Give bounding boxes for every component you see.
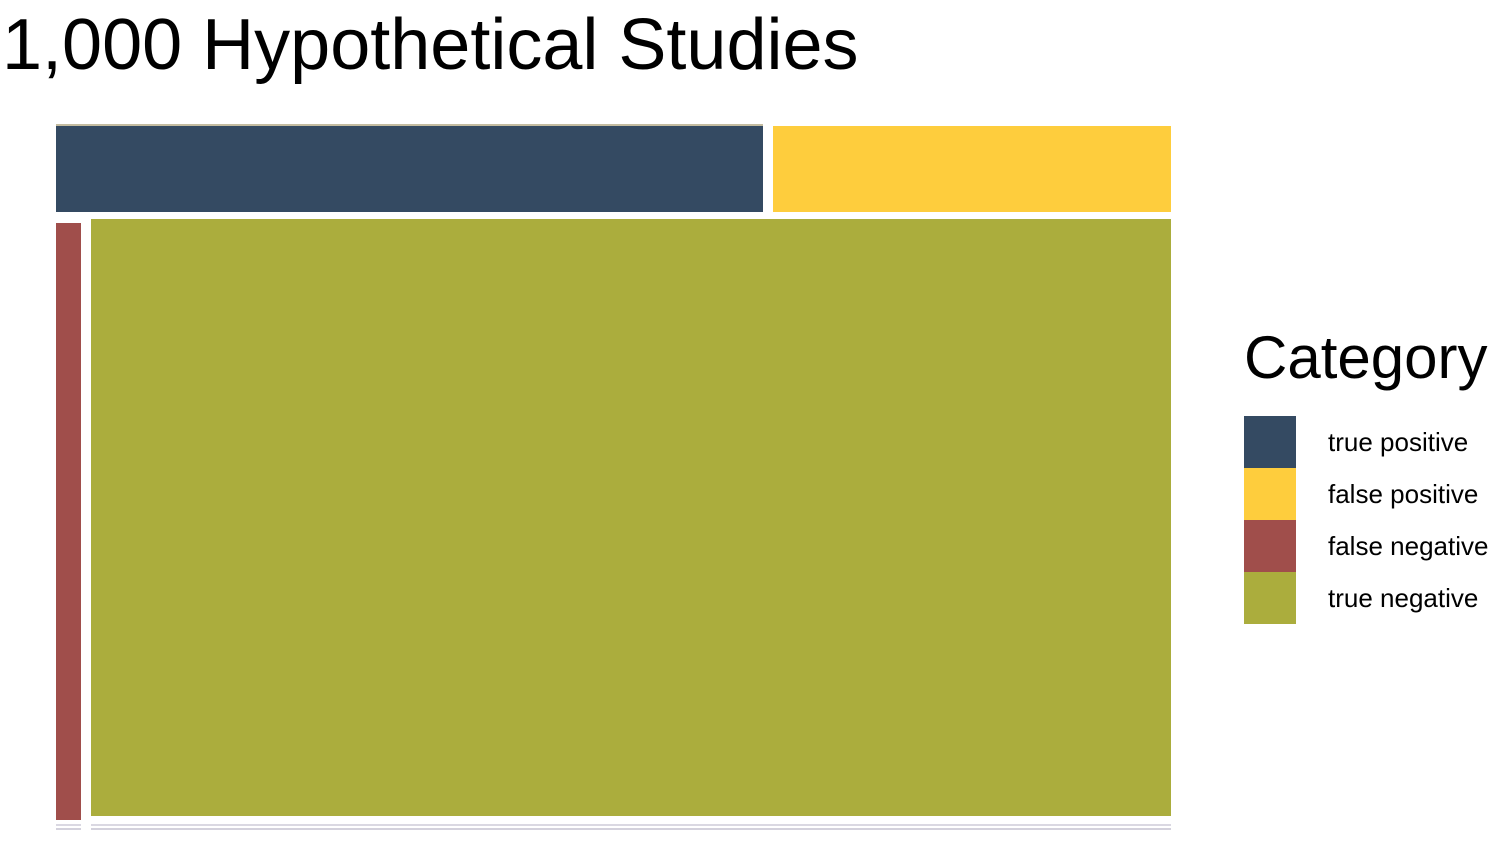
legend-item-false-negative: false negative (1244, 520, 1488, 572)
legend: Category true positive false positive fa… (1244, 322, 1488, 624)
legend-label: false negative (1328, 530, 1489, 561)
legend-swatch (1244, 572, 1296, 624)
legend-label: true positive (1328, 426, 1469, 457)
legend-swatch (1244, 416, 1296, 468)
legend-label: false positive (1328, 478, 1479, 509)
legend-label: true negative (1328, 582, 1479, 613)
tile-true-positive (56, 126, 763, 212)
tile-false-positive (773, 126, 1171, 212)
legend-item-true-positive: true positive (1244, 416, 1488, 468)
legend-item-true-negative: true negative (1244, 572, 1488, 624)
tile-false-negative (56, 223, 81, 820)
tile-true-negative (91, 219, 1171, 816)
chart-title: 1,000 Hypothetical Studies (2, 5, 859, 85)
legend-item-false-positive: false positive (1244, 468, 1488, 520)
legend-swatch (1244, 468, 1296, 520)
legend-swatch (1244, 520, 1296, 572)
legend-title: Category (1244, 324, 1488, 391)
